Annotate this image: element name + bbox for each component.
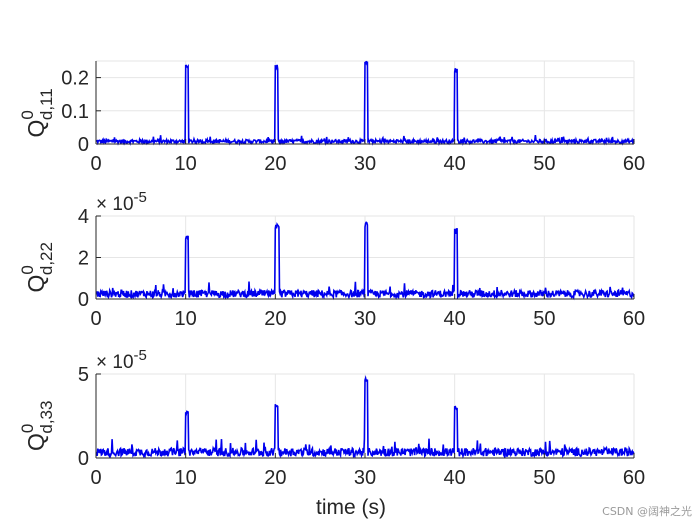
y-tick-label: 0 xyxy=(78,289,89,311)
x-axis-label: time (s) xyxy=(316,496,386,519)
series-line-2 xyxy=(95,221,635,301)
x-tick-label: 60 xyxy=(623,153,645,175)
subplot-3: 0 10 20 30 40 50 60 0 5 × 10-5 Q0d,33 xyxy=(18,347,645,489)
y-exponent-label: × 10-5 xyxy=(96,347,147,373)
series-line-1 xyxy=(95,60,635,147)
x-tick-label: 0 xyxy=(90,467,101,489)
x-tick-label: 50 xyxy=(533,153,555,175)
x-tick-label: 30 xyxy=(354,153,376,175)
subplot-2: 0 10 20 30 40 50 60 0 2 4 × 10-5 Q0d,22 xyxy=(18,189,645,330)
x-tick-label: 40 xyxy=(444,153,466,175)
x-tick-label: 50 xyxy=(533,467,555,489)
x-tick-label: 10 xyxy=(175,308,197,330)
y-axis-label: Q0d,11 xyxy=(18,88,56,137)
y-axis-label: Q0d,33 xyxy=(18,401,56,451)
y-tick-label: 5 xyxy=(78,364,89,386)
y-tick-label: 0.2 xyxy=(61,68,89,90)
x-tick-label: 60 xyxy=(623,467,645,489)
x-tick-label: 20 xyxy=(264,308,286,330)
y-tick-label: 0.1 xyxy=(61,101,89,123)
x-tick-label: 0 xyxy=(90,308,101,330)
y-exponent-label: × 10-5 xyxy=(96,189,147,215)
y-tick-label: 0 xyxy=(78,134,89,156)
x-tick-label: 30 xyxy=(354,467,376,489)
x-tick-label: 20 xyxy=(264,467,286,489)
y-tick-label: 4 xyxy=(78,206,89,228)
x-tick-label: 10 xyxy=(175,467,197,489)
x-tick-label: 0 xyxy=(90,153,101,175)
x-tick-label: 40 xyxy=(444,467,466,489)
y-tick-label: 0 xyxy=(78,448,89,470)
y-tick-label: 2 xyxy=(78,248,89,270)
x-tick-label: 50 xyxy=(533,308,555,330)
x-tick-label: 40 xyxy=(444,308,466,330)
x-tick-label: 20 xyxy=(264,153,286,175)
watermark: CSDN @阔神之光 xyxy=(602,505,692,518)
x-tick-label: 10 xyxy=(175,153,197,175)
y-axis-label: Q0d,22 xyxy=(18,242,56,292)
x-tick-label: 30 xyxy=(354,308,376,330)
x-tick-label: 60 xyxy=(623,308,645,330)
